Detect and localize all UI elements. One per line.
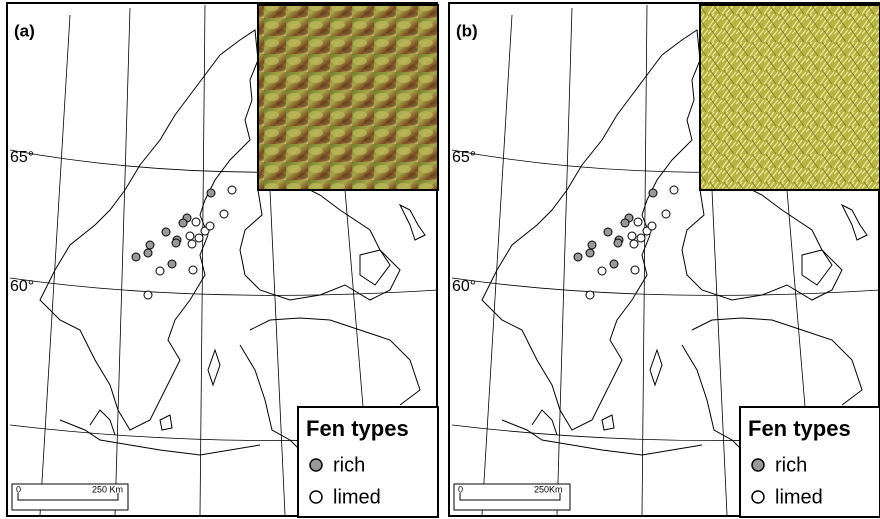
moss-photo [258,5,438,190]
limed-fen-site [228,186,236,194]
rich-fen-site [614,239,622,247]
panel-label: (b) [456,21,478,40]
limed-fen-site [186,232,194,240]
scale-start: 0 [458,484,463,494]
limed-fen-site [144,291,152,299]
legend-item: rich [333,454,365,476]
limed-fen-site [634,218,642,226]
legend-limed-marker [310,491,322,503]
limed-fen-site [598,267,606,275]
rich-fen-site [649,189,657,197]
limed-fen-site [195,234,203,242]
legend-title: Fen types [306,416,409,441]
limed-fen-site [630,240,638,248]
rich-fen-site [168,260,176,268]
legend-item: limed [333,486,381,508]
legend-item: rich [775,454,807,476]
scale-end: 250Km [534,484,563,494]
rich-fen-site [146,241,154,249]
legend-title: Fen types [748,416,851,441]
rich-fen-site [574,253,582,261]
limed-fen-site [206,222,214,230]
rich-fen-site [207,189,215,197]
rich-fen-site [604,228,612,236]
legend-item: limed [775,486,823,508]
limed-fen-site [631,266,639,274]
legend-limed-marker [752,491,764,503]
rich-fen-site [172,239,180,247]
rich-fen-site [586,249,594,257]
limed-fen-site [637,234,645,242]
limed-fen-site [220,210,228,218]
legend-rich-marker [752,459,764,471]
latitude-label: 65° [452,149,476,166]
map-panel: (b) 65° 60° 0 250Km Fen types rich limed [449,3,880,517]
rich-fen-site [588,241,596,249]
limed-fen-site [648,222,656,230]
limed-fen-site [670,186,678,194]
scale-start: 0 [16,484,21,494]
scale-end: 250 Km [92,484,123,494]
moss-photo [700,5,880,190]
rich-fen-site [610,260,618,268]
rich-fen-site [621,219,629,227]
limed-fen-site [188,240,196,248]
panel-label: (a) [14,21,35,40]
limed-fen-site [628,232,636,240]
rich-fen-site [132,253,140,261]
limed-fen-site [586,291,594,299]
rich-fen-site [162,228,170,236]
latitude-label: 60° [10,278,34,295]
limed-fen-site [156,267,164,275]
limed-fen-site [189,266,197,274]
rich-fen-site [179,219,187,227]
limed-fen-site [662,210,670,218]
latitude-label: 65° [10,149,34,166]
map-panel: (a) 65° 60° 0 250 Km Fen types rich limed [7,3,438,517]
rich-fen-site [144,249,152,257]
latitude-label: 60° [452,278,476,295]
legend-rich-marker [310,459,322,471]
figure: (a) 65° 60° 0 250 Km Fen types rich limed (b) 65°… [0,0,880,519]
limed-fen-site [192,218,200,226]
